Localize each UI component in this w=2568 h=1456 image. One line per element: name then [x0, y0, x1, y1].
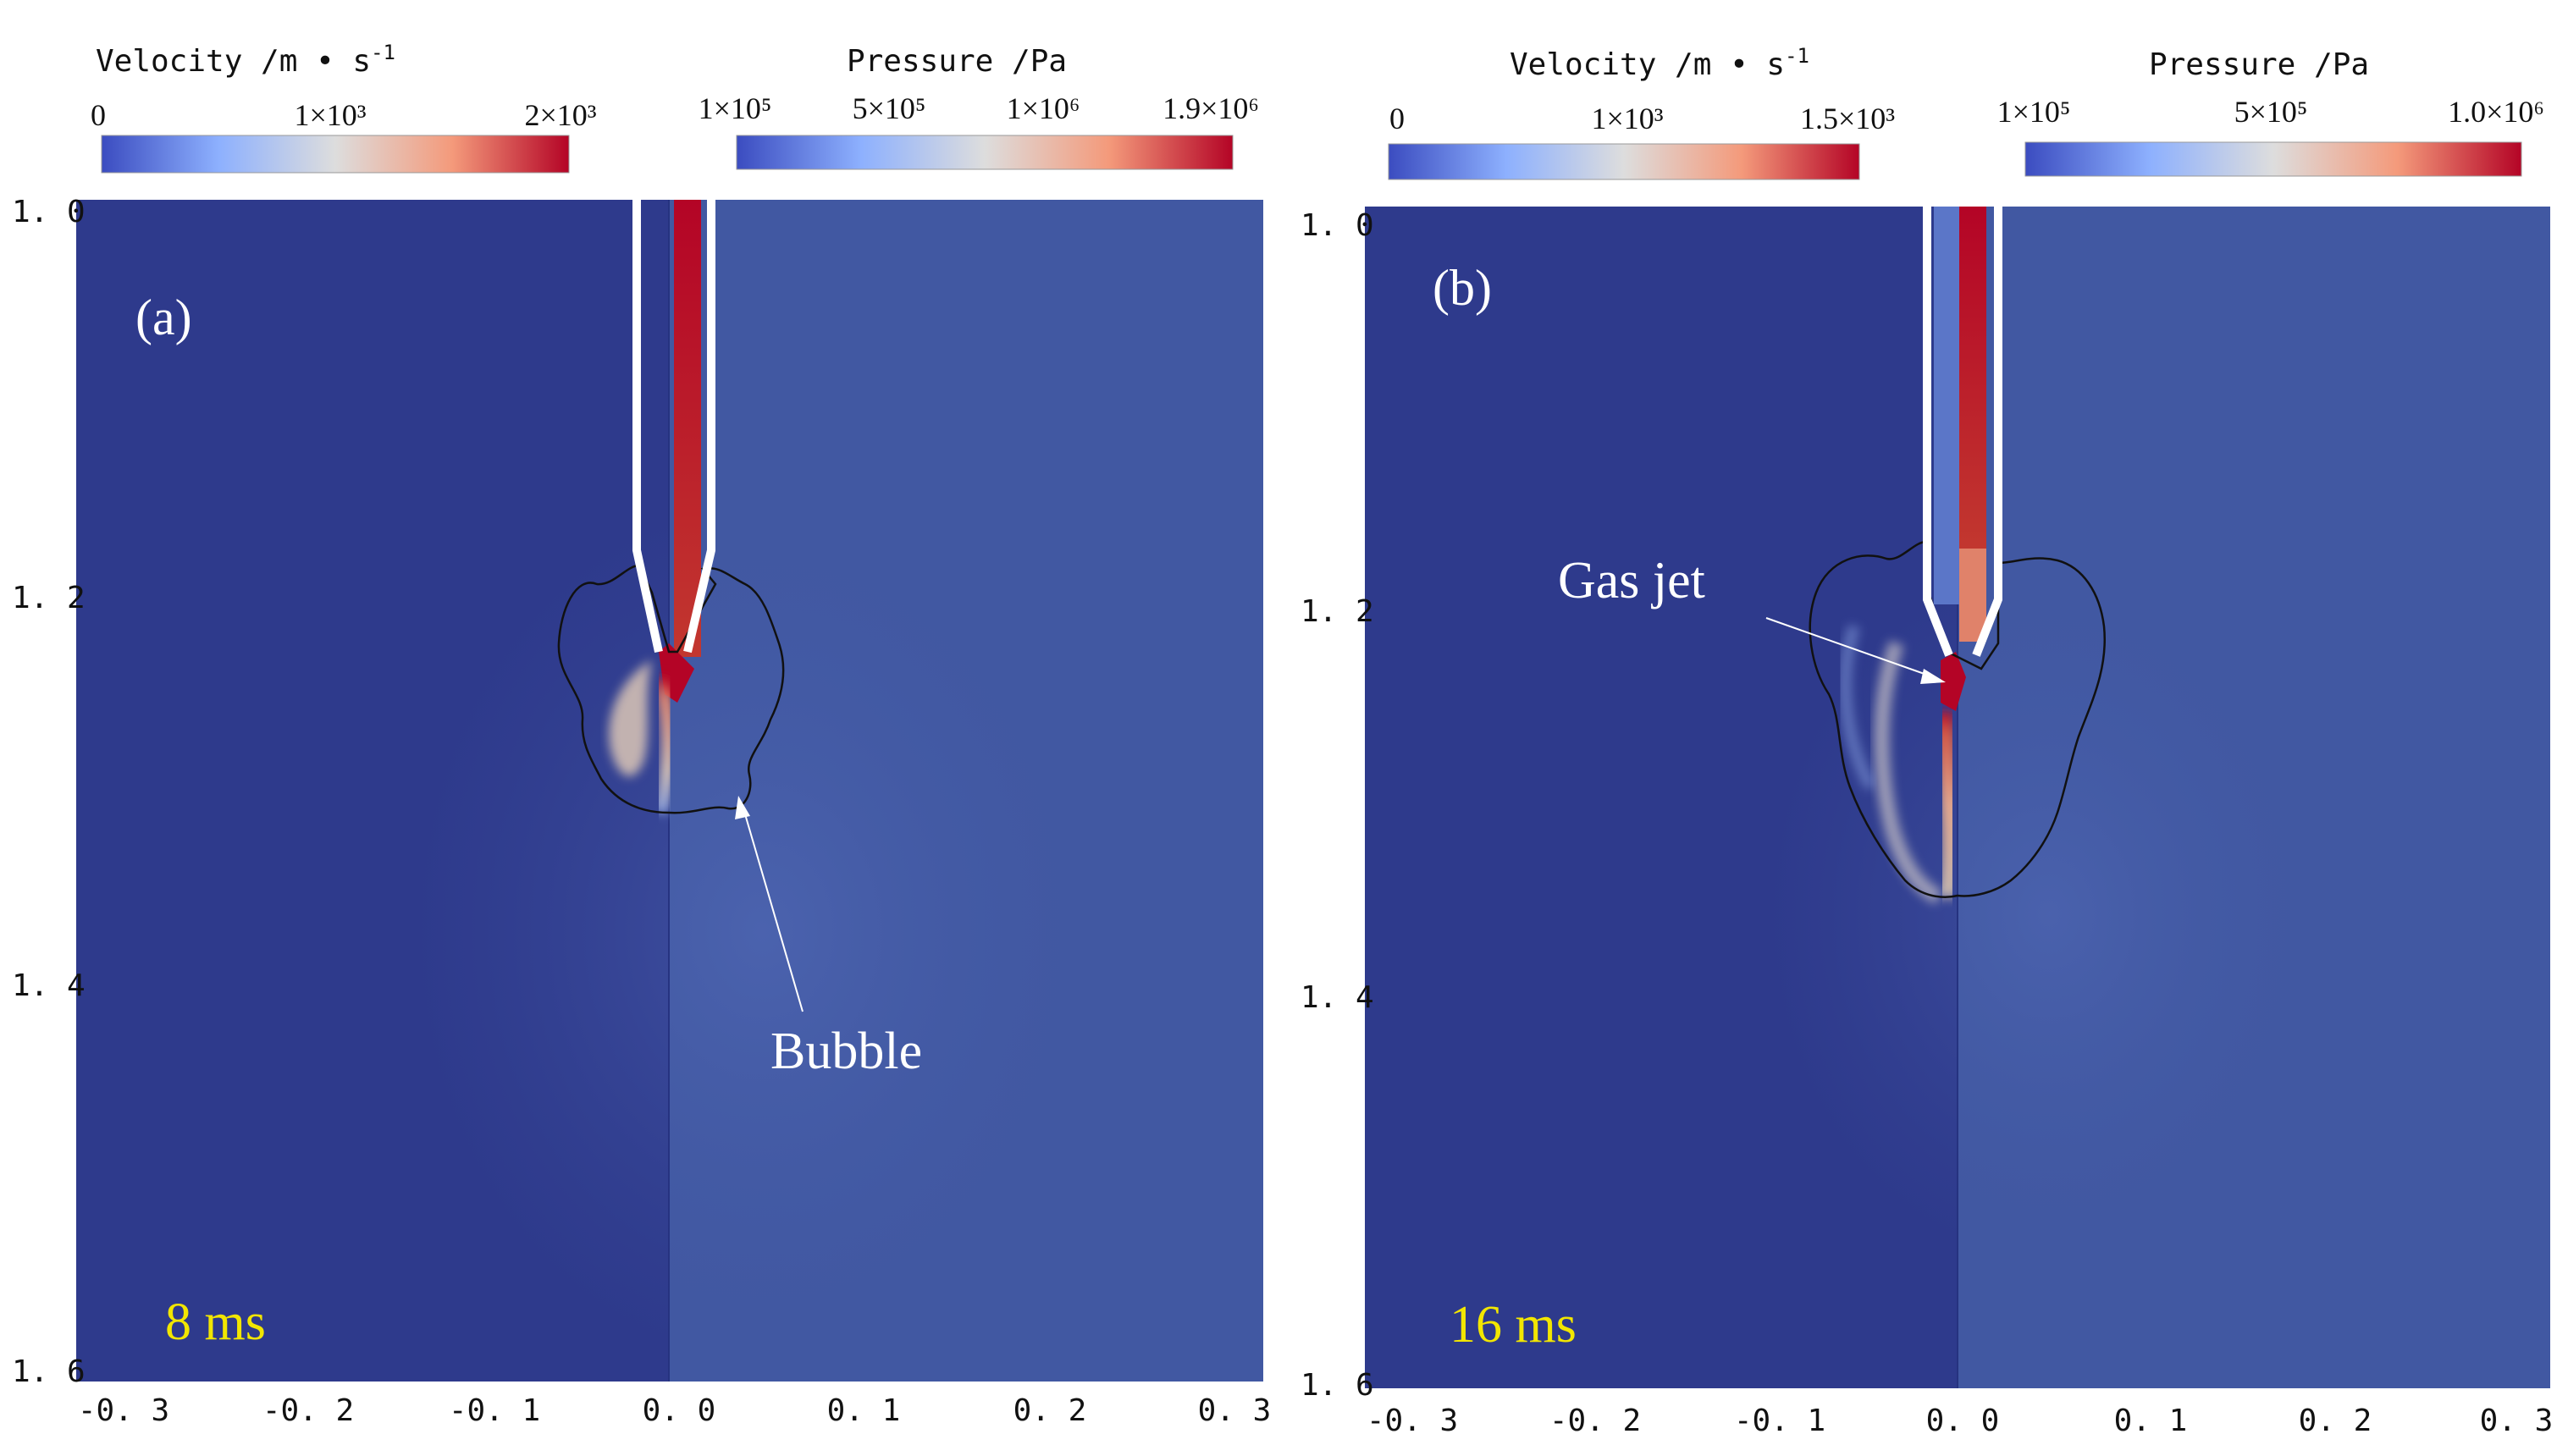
- bubble-annotation: Bubble: [770, 1023, 922, 1080]
- y-tick-b-1: 1. 2: [1301, 594, 1374, 629]
- pressure-tick-a-3: 1.9×10⁶: [1163, 91, 1259, 125]
- pressure-tick-a-2: 1×10⁶: [1007, 91, 1080, 125]
- plume-swirl-b: [1874, 640, 1943, 905]
- x-tick-b-3: 0. 0: [1926, 1404, 2000, 1438]
- x-tick-b-6: 0. 3: [2480, 1404, 2554, 1438]
- gas-jet-column-b: [1959, 207, 1986, 549]
- pressure-tick-b-1: 5×10⁵: [2234, 95, 2308, 129]
- velocity-tick-b-1: 1×10³: [1591, 102, 1663, 135]
- plume-stem-b: [1935, 710, 1961, 899]
- velocity-colorbar-title-a: Velocity /m • s-1: [96, 41, 395, 79]
- nozzle-wall-right-b: [1972, 207, 2002, 657]
- time-label-a: 8 ms: [165, 1293, 266, 1351]
- y-tick-a-0: 1. 0: [12, 195, 86, 229]
- gas-jet-arrow-head: [1920, 669, 1946, 684]
- gas-jet-arrow-line: [1765, 617, 1935, 678]
- plume-swirl-a: [609, 660, 652, 777]
- y-tick-b-0: 1. 0: [1301, 208, 1374, 243]
- pressure-gradient-b: [1761, 559, 2337, 1270]
- x-tick-a-1: -0. 2: [262, 1393, 354, 1428]
- x-tick-a-5: 0. 2: [1013, 1393, 1087, 1428]
- y-tick-a-3: 1. 6: [12, 1354, 86, 1389]
- velocity-colorbar-b: [1388, 143, 1860, 180]
- y-tick-b-2: 1. 4: [1301, 980, 1374, 1015]
- panel-label-b: (b): [1433, 260, 1492, 316]
- nozzle-wall-right-a: [683, 200, 715, 654]
- plume-vortex-b: [1839, 624, 1877, 791]
- pressure-colorbar-title-a: Pressure /Pa: [847, 44, 1067, 79]
- velocity-tick-b-0: 0: [1389, 102, 1405, 135]
- x-tick-a-0: -0. 3: [78, 1393, 169, 1428]
- velocity-colorbar-title-b: Velocity /m • s-1: [1510, 44, 1809, 82]
- pressure-tick-b-2: 1.0×10⁶: [2448, 95, 2544, 129]
- x-tick-b-0: -0. 3: [1367, 1404, 1458, 1438]
- axes-b: 1. 0 1. 2 1. 4 1. 6 -0. 3 -0. 2 -0. 1 0.…: [1301, 208, 2553, 1438]
- time-label-b: 16 ms: [1450, 1296, 1577, 1354]
- jet-hot-core-b: [1941, 652, 1966, 711]
- nozzle-wall-left-b: [1923, 207, 1953, 657]
- x-tick-b-2: -0. 1: [1734, 1404, 1825, 1438]
- x-tick-b-4: 0. 1: [2114, 1404, 2188, 1438]
- velocity-tick-a-0: 0: [91, 98, 106, 132]
- y-tick-a-1: 1. 2: [12, 581, 86, 615]
- x-tick-b-5: 0. 2: [2299, 1404, 2372, 1438]
- x-tick-a-4: 0. 1: [827, 1393, 901, 1428]
- pressure-tick-a-0: 1×10⁵: [699, 91, 772, 125]
- gas-jet-annotation: Gas jet: [1558, 552, 1705, 609]
- pressure-tick-a-1: 5×10⁵: [853, 91, 926, 125]
- panel-b: Velocity /m • s-1 0 1×10³ 1.5×10³ Pressu…: [1301, 44, 2553, 1438]
- x-tick-a-3: 0. 0: [643, 1393, 716, 1428]
- y-tick-a-2: 1. 4: [12, 968, 86, 1003]
- bubble-arrow-line: [743, 808, 804, 1012]
- bubble-arrow-head: [735, 796, 750, 819]
- nozzle-wall-left-a: [632, 200, 663, 654]
- velocity-colorbar-a: [101, 135, 570, 174]
- x-tick-a-2: -0. 1: [449, 1393, 540, 1428]
- pressure-tick-b-0: 1×10⁵: [1997, 95, 2071, 129]
- gas-jet-column-lower-b: [1959, 549, 1986, 642]
- panel-a: Velocity /m • s-1 0 1×10³ 2×10³ Pressure…: [12, 41, 1271, 1428]
- x-tick-a-6: 0. 3: [1198, 1393, 1272, 1428]
- velocity-tick-a-2: 2×10³: [524, 98, 596, 132]
- y-tick-b-3: 1. 6: [1301, 1368, 1374, 1403]
- pressure-colorbar-title-b: Pressure /Pa: [2149, 47, 2369, 82]
- velocity-tick-a-1: 1×10³: [294, 98, 366, 132]
- gas-jet-column-a: [674, 200, 701, 657]
- pressure-colorbar-b: [2024, 141, 2522, 177]
- nozzle-inner-left-b: [1934, 207, 1959, 604]
- bubble-outline-a: [557, 564, 785, 814]
- velocity-tick-b-2: 1.5×10³: [1800, 102, 1895, 135]
- bubble-outline-b: [1809, 540, 2106, 898]
- pressure-gradient-a: [406, 491, 1118, 1371]
- panel-label-a: (a): [135, 290, 192, 345]
- x-tick-b-1: -0. 2: [1549, 1404, 1641, 1438]
- axes-a: 1. 0 1. 2 1. 4 1. 6 -0. 3 -0. 2 -0. 1 0.…: [12, 195, 1271, 1428]
- plume-stem-a: [654, 676, 676, 814]
- pressure-colorbar-a: [736, 135, 1234, 170]
